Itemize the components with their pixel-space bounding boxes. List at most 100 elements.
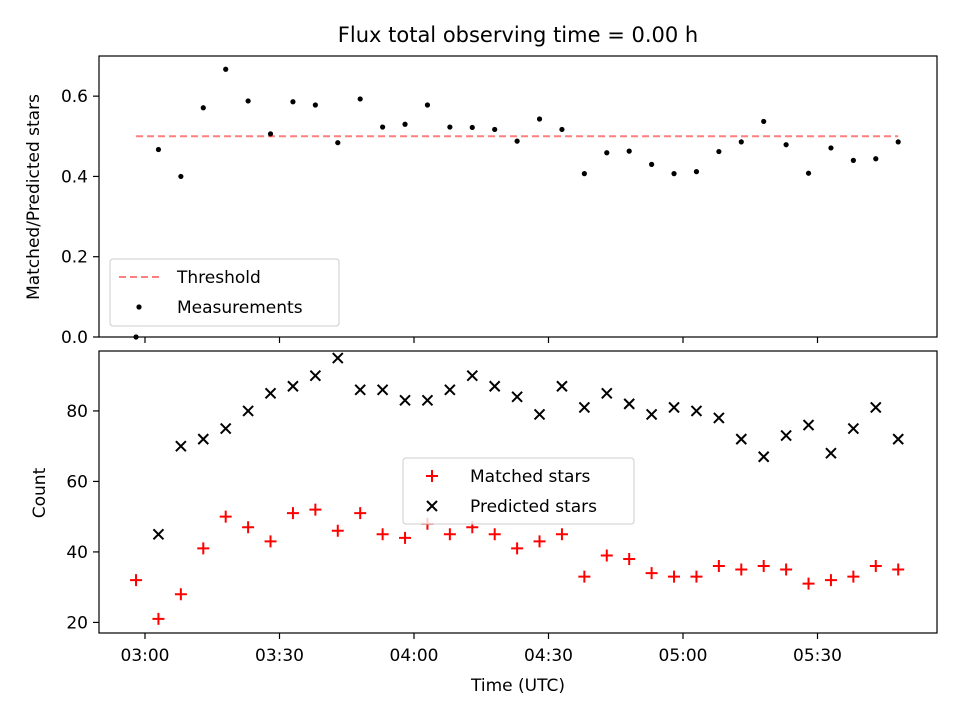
matched-star-point xyxy=(511,542,524,555)
measurement-point xyxy=(693,169,700,175)
measurement-point xyxy=(424,102,431,108)
count-x-tick-label: 03:00 xyxy=(121,646,170,666)
count-y-axis-label: Count xyxy=(30,467,50,518)
count-y-tick-label: 20 xyxy=(66,613,88,633)
measurements-legend-label: Measurements xyxy=(177,298,303,318)
measurement-point xyxy=(447,124,453,130)
matched-star-point xyxy=(219,510,232,523)
matched-star-point xyxy=(443,528,456,541)
ratio-x-ticks xyxy=(144,337,819,343)
measurement-point xyxy=(492,126,498,133)
count-legend: Matched stars Predicted stars xyxy=(402,457,635,525)
measurement-point xyxy=(357,96,363,102)
chart-title: Flux total observing time = 0.00 h xyxy=(338,23,698,47)
count-legend-box xyxy=(402,457,635,525)
measurement-point xyxy=(604,150,610,156)
predicted-star-point xyxy=(690,405,703,417)
ratio-axes-frame xyxy=(98,55,938,338)
measurements-legend-swatch xyxy=(136,304,142,310)
measurement-point xyxy=(200,105,206,111)
predicted-star-point xyxy=(287,380,299,392)
count-y-axis: 20 40 60 80 xyxy=(66,402,99,633)
matched-star-point xyxy=(533,535,546,548)
matched-star-point xyxy=(623,552,636,565)
predicted-star-point xyxy=(466,369,478,382)
matched-star-point xyxy=(802,577,815,590)
ratio-y-axis: 0.0 0.2 0.4 0.6 xyxy=(61,87,99,348)
predicted-star-point xyxy=(757,451,770,463)
matched-star-point xyxy=(354,507,367,520)
matched-star-point xyxy=(264,535,277,548)
predicted-star-point xyxy=(892,433,904,445)
predicted-star-point xyxy=(309,369,322,382)
matched-star-point xyxy=(578,570,591,583)
predicted-star-point xyxy=(601,387,613,400)
predicted-star-point xyxy=(264,387,277,400)
matched-star-point xyxy=(331,524,344,537)
matched-star-point xyxy=(668,570,681,583)
matched-star-point xyxy=(757,560,770,573)
predicted-star-point xyxy=(870,401,882,414)
matched-star-point xyxy=(892,563,905,576)
measurement-point xyxy=(895,139,901,145)
matched-star-point xyxy=(780,563,793,576)
matched-star-point xyxy=(824,574,837,587)
matched-star-point xyxy=(174,588,187,601)
matched-star-point xyxy=(152,612,165,625)
predicted-star-point xyxy=(735,433,747,445)
measurement-point xyxy=(626,148,632,154)
matched-star-point xyxy=(690,570,703,583)
matched-star-point xyxy=(645,567,658,580)
predicted-star-point xyxy=(354,384,366,396)
measurement-point xyxy=(805,170,812,176)
measurement-point xyxy=(850,157,856,163)
measurement-point xyxy=(761,118,767,125)
predicted-star-point xyxy=(802,419,815,431)
predicted-star-point xyxy=(780,429,792,442)
count-axes-frame xyxy=(98,350,938,634)
matched-star-point xyxy=(488,528,501,541)
ratio-y-tick-label: 0.0 xyxy=(61,328,88,348)
predicted-legend-label: Predicted stars xyxy=(470,497,597,517)
predicted-star-point xyxy=(645,408,658,421)
matched-star-point xyxy=(130,574,143,587)
measurement-point xyxy=(581,171,587,177)
predicted-star-point xyxy=(219,422,232,435)
matched-legend-swatch xyxy=(426,470,438,482)
count-x-tick-label: 03:30 xyxy=(255,646,304,666)
matched-star-point xyxy=(847,570,860,583)
measurement-point xyxy=(649,161,655,167)
measurement-point xyxy=(469,124,475,131)
measurement-point xyxy=(873,156,879,162)
measurement-point xyxy=(155,146,162,153)
matched-star-point xyxy=(399,531,412,544)
measurement-point xyxy=(290,99,296,105)
count-x-axis-label: Time (UTC) xyxy=(470,676,565,696)
measurement-point xyxy=(716,148,722,155)
matched-star-point xyxy=(197,542,210,555)
matched-legend-label: Matched stars xyxy=(470,467,590,487)
ratio-plot-area xyxy=(133,66,901,340)
predicted-star-point xyxy=(847,422,860,435)
count-x-axis: 03:00 03:30 04:00 04:30 05:00 05:30 xyxy=(121,633,842,666)
measurement-point xyxy=(223,66,229,72)
count-x-tick-label: 05:00 xyxy=(659,646,708,666)
threshold-legend-label: Threshold xyxy=(176,268,261,288)
ratio-y-tick-label: 0.4 xyxy=(61,167,88,187)
measurement-point xyxy=(178,173,184,180)
predicted-star-point xyxy=(421,394,434,407)
matched-star-point xyxy=(242,521,255,534)
predicted-star-point xyxy=(825,447,837,459)
measurement-point xyxy=(536,116,543,122)
matched-star-point xyxy=(286,507,299,520)
matched-star-point xyxy=(712,560,725,573)
measurement-point xyxy=(738,139,744,145)
ratio-legend: Threshold Measurements xyxy=(109,258,340,327)
ratio-y-tick-label: 0.6 xyxy=(61,87,88,107)
predicted-star-point xyxy=(556,380,568,392)
measurement-point xyxy=(402,121,408,127)
count-plot-area xyxy=(130,352,905,625)
